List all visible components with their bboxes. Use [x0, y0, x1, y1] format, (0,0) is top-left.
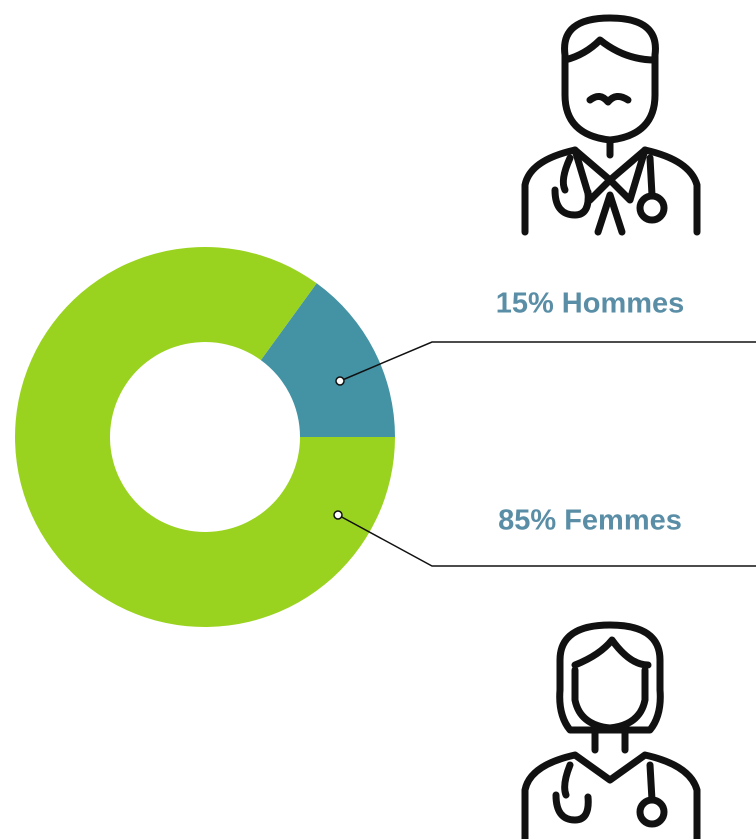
- slice-label: 85% Femmes: [498, 505, 682, 537]
- leader-dot: [333, 510, 343, 520]
- woman-doctor-icon: [521, 621, 701, 839]
- leader-line: [337, 514, 756, 567]
- slice-label: 15% Hommes: [496, 288, 685, 320]
- leader-line: [339, 341, 756, 382]
- man-doctor-icon: [521, 14, 701, 236]
- leader-dot: [335, 376, 345, 386]
- donut-slice: [260, 283, 395, 437]
- donut-slice: [15, 247, 395, 628]
